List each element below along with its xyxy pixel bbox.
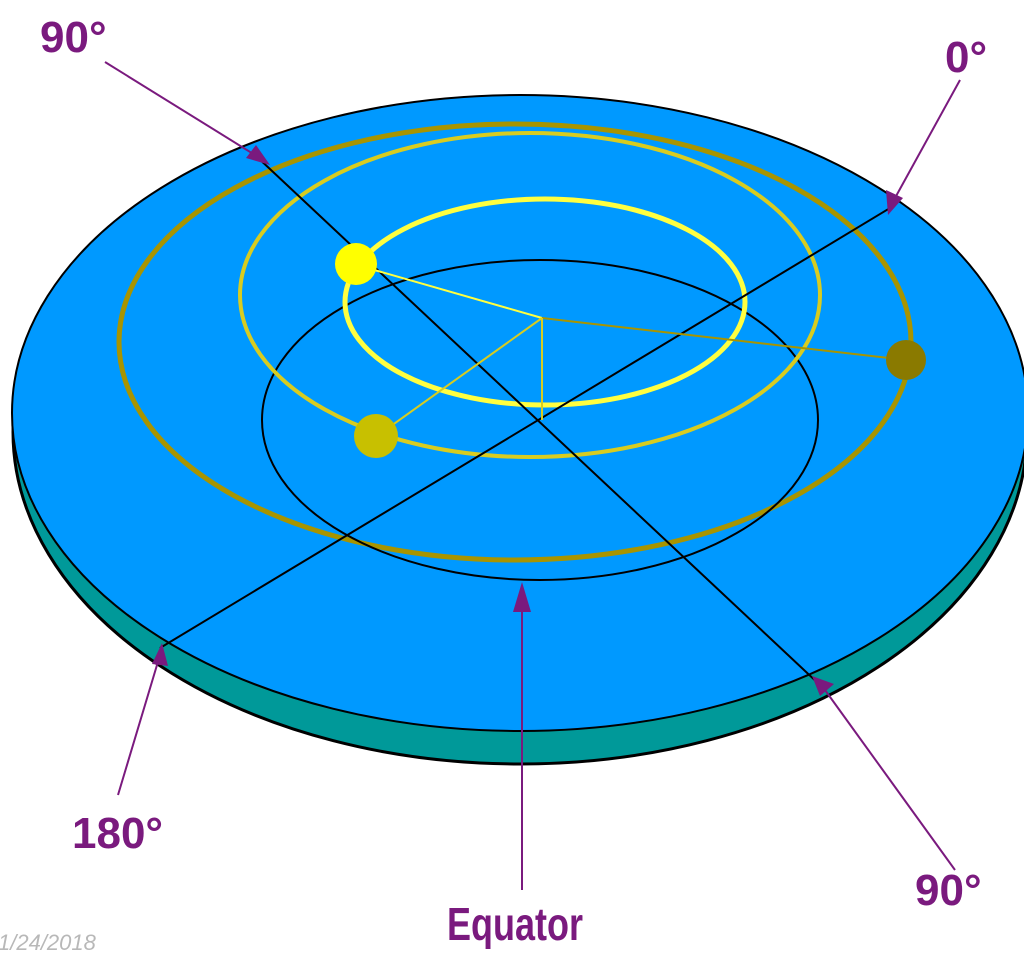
pointer-line-bottom-left — [117, 654, 161, 796]
pointer-line-top-right — [894, 79, 961, 199]
middle-sun-path — [238, 131, 822, 459]
pointer-arrow-bottom-right — [812, 676, 834, 696]
label-180-bottom-left: 180° — [72, 809, 163, 858]
meridian-line-0-180 — [159, 204, 896, 649]
pointer-line-top-left — [104, 61, 256, 156]
sun-inner-position — [335, 243, 377, 285]
label-equator: Equator — [447, 898, 583, 949]
pointer-arrow-top-right — [886, 190, 903, 215]
label-0-top-right: 0° — [945, 33, 987, 82]
label-90-bottom-right: 90° — [915, 866, 982, 915]
inner-sun-path — [342, 196, 748, 408]
sun-ray-middle — [376, 317, 543, 437]
pointer-arrow-equator — [513, 582, 531, 612]
sun-ray-inner — [356, 264, 543, 319]
sun-middle-position — [354, 414, 398, 458]
disk-face — [11, 94, 1024, 732]
label-90-top-left: 90° — [40, 13, 107, 62]
pointer-arrow-bottom-left — [152, 643, 168, 666]
pointer-line-bottom-right — [824, 689, 956, 871]
pointer-arrow-top-left — [246, 145, 270, 165]
sun-outer-position — [886, 340, 926, 380]
date-stamp: 1/24/2018 — [0, 930, 96, 955]
sun-ray-outer — [541, 317, 907, 361]
equator-circle — [261, 259, 819, 581]
